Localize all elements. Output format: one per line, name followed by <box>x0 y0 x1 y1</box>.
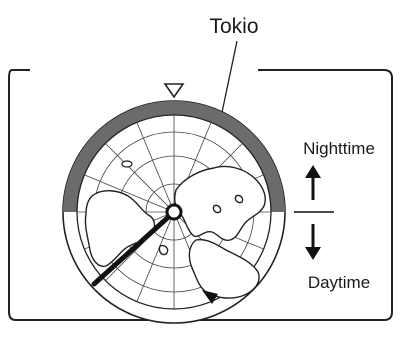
nighttime-label: Nighttime <box>303 139 375 158</box>
center-hub <box>165 203 183 221</box>
continent-outlines <box>84 165 266 299</box>
clock-hand-icon <box>91 209 177 287</box>
pointer-marker <box>202 290 218 304</box>
city-label: Tokio <box>209 15 258 38</box>
triangle-down-icon <box>163 83 185 99</box>
nighttime-band <box>63 101 285 212</box>
arrow-down-icon <box>305 224 321 260</box>
small-island <box>121 160 133 168</box>
daytime-label: Daytime <box>308 273 370 292</box>
world-dial <box>62 100 286 324</box>
arrow-up-icon <box>305 165 321 200</box>
